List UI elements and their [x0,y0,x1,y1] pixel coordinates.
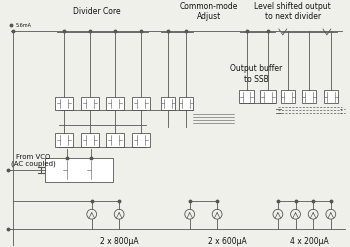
Bar [260,90,276,103]
Text: Output buffer
to SSB: Output buffer to SSB [230,64,282,84]
Text: Level shifted output
to next divider: Level shifted output to next divider [254,2,331,21]
Bar [132,133,149,147]
Text: 5.6mA: 5.6mA [15,22,31,28]
Bar [81,133,99,147]
Text: Divider Core: Divider Core [73,7,120,16]
Bar [302,90,316,103]
Bar [324,90,338,103]
Text: 4 x 200μA: 4 x 200μA [290,237,329,246]
Text: 2 x 800μA: 2 x 800μA [100,237,139,246]
Bar [55,97,73,110]
Text: 2 x 600μA: 2 x 600μA [208,237,246,246]
Text: Common-mode
Adjust: Common-mode Adjust [180,2,238,21]
Bar [132,97,149,110]
Bar [179,97,192,110]
Text: From VCO
(AC coupled): From VCO (AC coupled) [10,154,55,167]
Bar [55,133,73,147]
Bar [106,133,124,147]
Bar [106,97,124,110]
Bar [161,97,175,110]
Bar [281,90,295,103]
Bar [81,97,99,110]
Bar [239,90,254,103]
Bar [45,158,113,182]
